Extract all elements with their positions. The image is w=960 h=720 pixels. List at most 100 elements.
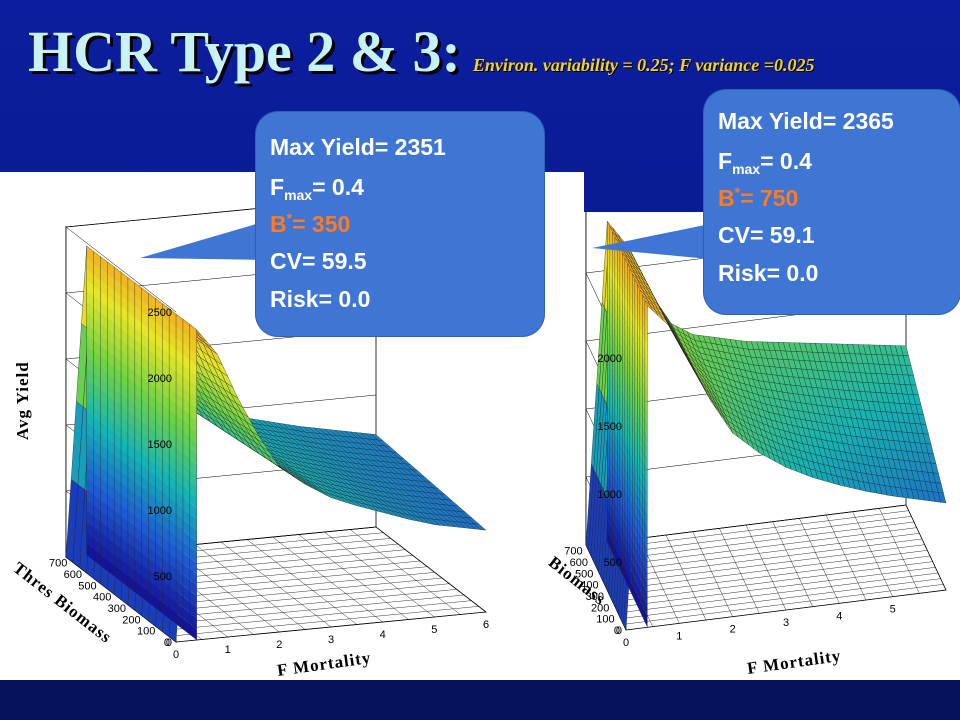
right-chart-y-tick: 100 [596, 614, 614, 626]
right-chart-z-tick: 500 [604, 557, 622, 569]
right-chart-z-tick: 0 [616, 625, 622, 637]
right-chart-floor-grid [601, 538, 923, 580]
callout-pointer-right [592, 222, 720, 260]
title-main: HCR Type 2 & 3: [28, 19, 461, 84]
left-chart-floor-grid [324, 531, 435, 618]
right-chart-x-axis-label: F Mortality [746, 646, 843, 678]
right-chart-y-tick: 700 [564, 546, 582, 558]
right-chart-z-tick: 1000 [598, 489, 622, 501]
right-chart-floor-grid [719, 528, 760, 614]
right-chart-floor-grid [745, 524, 787, 611]
callout-right: Max Yield= 2365 Fmax= 0.4 B*= 750 CV= 59… [704, 90, 960, 314]
right-chart-floor-grid [612, 561, 933, 602]
callout-left-max-yield: Max Yield= 2351 [270, 134, 446, 160]
left-chart-floor-grid [175, 611, 487, 643]
right-chart-floor-grid [623, 584, 944, 625]
bottom-bar [0, 680, 960, 720]
left-chart-x-tick: 4 [380, 629, 386, 641]
right-chart-y-tick: 500 [575, 568, 593, 580]
left-chart-y-tick: 300 [108, 603, 126, 615]
left-chart-floor-grid [246, 539, 357, 625]
right-chart-x-tick: 2 [730, 624, 736, 636]
left-chart-z-tick: 2500 [148, 307, 172, 319]
right-chart-y-tick: 0 [614, 625, 620, 637]
left-chart-x-tick: 3 [328, 634, 334, 646]
left-chart-x-tick: 1 [225, 644, 231, 656]
left-chart-y-tick: 100 [137, 626, 155, 638]
right-chart-y-tick: 600 [570, 557, 588, 569]
right-chart-floor-grid [852, 511, 893, 597]
left-chart-surface-facet [473, 523, 487, 531]
right-chart-floor-grid [799, 518, 840, 604]
right-chart-x-tick: 4 [836, 610, 842, 622]
left-chart-y-tick: 400 [93, 592, 111, 604]
callout-right-max-yield: Max Yield= 2365 [718, 108, 894, 134]
left-chart-floor-grid [168, 606, 479, 637]
right-chart-floor-grid [607, 550, 928, 591]
left-chart-x-tick: 2 [276, 639, 282, 651]
right-chart-surface-facet [937, 492, 947, 504]
surface-plot-right: 0500100015002000012345010020030040050060… [548, 212, 947, 678]
right-chart-x-tick: 0 [623, 637, 629, 649]
right-chart-z-tick: 1500 [598, 421, 622, 433]
right-chart-y-tick: 400 [580, 580, 598, 592]
left-chart-z-tick: 2000 [148, 373, 172, 385]
left-chart-z-tick: 1000 [148, 505, 172, 517]
right-chart-floor-grid [609, 555, 931, 597]
right-chart-y-tick: 300 [586, 591, 604, 603]
right-chart-floor-grid [692, 531, 733, 617]
callout-left-bstar: B*= 350 [270, 210, 351, 237]
right-chart-floor-grid [615, 567, 936, 608]
right-chart-floor-grid [596, 527, 917, 568]
right-chart-y-tick: 200 [591, 602, 609, 614]
left-chart-floor-grid [350, 529, 461, 615]
callout-left-cv: CV= 59.5 [270, 248, 367, 274]
right-chart-floor-grid [879, 508, 920, 594]
left-chart-y-tick: 700 [49, 558, 67, 570]
right-chart-z-tick: 2000 [598, 353, 622, 365]
left-chart-y-tick: 600 [64, 569, 82, 581]
callout-right-risk: Risk= 0.0 [718, 260, 819, 286]
right-chart-floor-grid [620, 578, 941, 619]
left-chart-floor-grid [272, 536, 383, 623]
right-chart-floor-grid [905, 504, 947, 591]
left-chart-x-axis-label: F Mortality [276, 648, 373, 680]
left-chart-floor-grid [161, 600, 472, 631]
right-chart-x-tick: 5 [890, 604, 896, 616]
right-chart-floor-grid [617, 572, 939, 614]
left-chart-z-tick: 1500 [148, 439, 172, 451]
left-chart-floor-grid [298, 534, 409, 620]
left-chart-z-tick: 0 [166, 637, 172, 649]
callout-right-bstar: B*= 750 [718, 184, 799, 211]
right-chart-x-tick: 1 [676, 630, 682, 642]
left-chart-y-tick: 0 [164, 637, 170, 649]
left-chart-z-tick: 500 [154, 571, 172, 583]
left-chart-x-tick: 0 [173, 649, 179, 661]
right-chart-floor-grid [604, 544, 925, 585]
left-chart-floor-grid [153, 594, 465, 626]
right-chart-floor-grid [665, 534, 707, 621]
left-chart-floor-grid [195, 544, 306, 630]
left-chart-z-axis-label: Avg Yield [13, 361, 32, 440]
right-chart-floor-grid [625, 589, 947, 631]
callout-left-risk: Risk= 0.0 [270, 286, 371, 312]
callout-right-fmax: Fmax= 0.4 [718, 148, 812, 177]
callout-left: Max Yield= 2351 Fmax= 0.4 B*= 350 CV= 59… [256, 112, 544, 336]
right-chart-floor-grid [772, 521, 813, 607]
left-chart-floor-grid [220, 541, 332, 628]
left-chart-floor-grid [375, 526, 487, 613]
callout-right-cv: CV= 59.1 [718, 222, 815, 248]
callout-pointer-left [140, 220, 270, 260]
callout-left-fmax: Fmax= 0.4 [270, 174, 364, 203]
right-chart-x-tick: 3 [783, 617, 789, 629]
right-chart-floor-grid [599, 533, 920, 574]
left-chart-x-tick: 5 [431, 624, 437, 636]
left-chart-y-tick: 200 [122, 614, 140, 626]
left-chart-x-tick: 6 [483, 619, 489, 631]
title-subtitle: Environ. variability = 0.25; F variance … [472, 55, 815, 75]
left-chart-floor-grid [146, 589, 457, 620]
page-title: HCR Type 2 & 3: Environ. variability = 0… [28, 18, 815, 85]
right-chart-floor-grid [825, 514, 867, 601]
left-chart-y-tick: 500 [78, 580, 96, 592]
